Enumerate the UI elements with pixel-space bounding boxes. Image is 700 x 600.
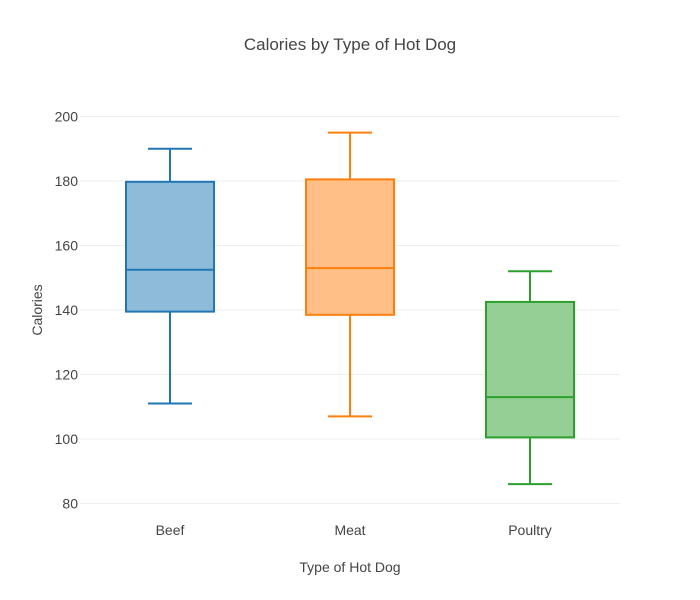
box-iqr-poultry [485,300,575,439]
box-meat [305,131,395,418]
y-tick-label-140: 140 [55,302,79,318]
x-tick-label-poultry: Poultry [508,522,552,538]
box-beef [125,147,215,405]
y-tick-label-80: 80 [62,496,78,512]
y-tick-label-160: 160 [55,238,79,254]
x-axis-ticks: Beef Meat Poultry [156,522,552,538]
box-iqr-beef [125,180,215,313]
chart-title: Calories by Type of Hot Dog [244,35,456,54]
x-tick-label-meat: Meat [334,522,365,538]
box-iqr-meat [305,178,395,316]
y-tick-label-180: 180 [55,173,79,189]
y-axis-label: Calories [29,284,45,335]
x-axis-label: Type of Hot Dog [299,559,400,575]
x-tick-label-beef: Beef [156,522,185,538]
y-tick-label-120: 120 [55,367,79,383]
y-tick-label-100: 100 [55,431,79,447]
box-poultry [485,270,575,486]
y-axis-ticks: 80 100 120 140 160 180 200 [55,109,79,512]
y-tick-label-200: 200 [55,109,79,125]
box-series [125,131,575,486]
